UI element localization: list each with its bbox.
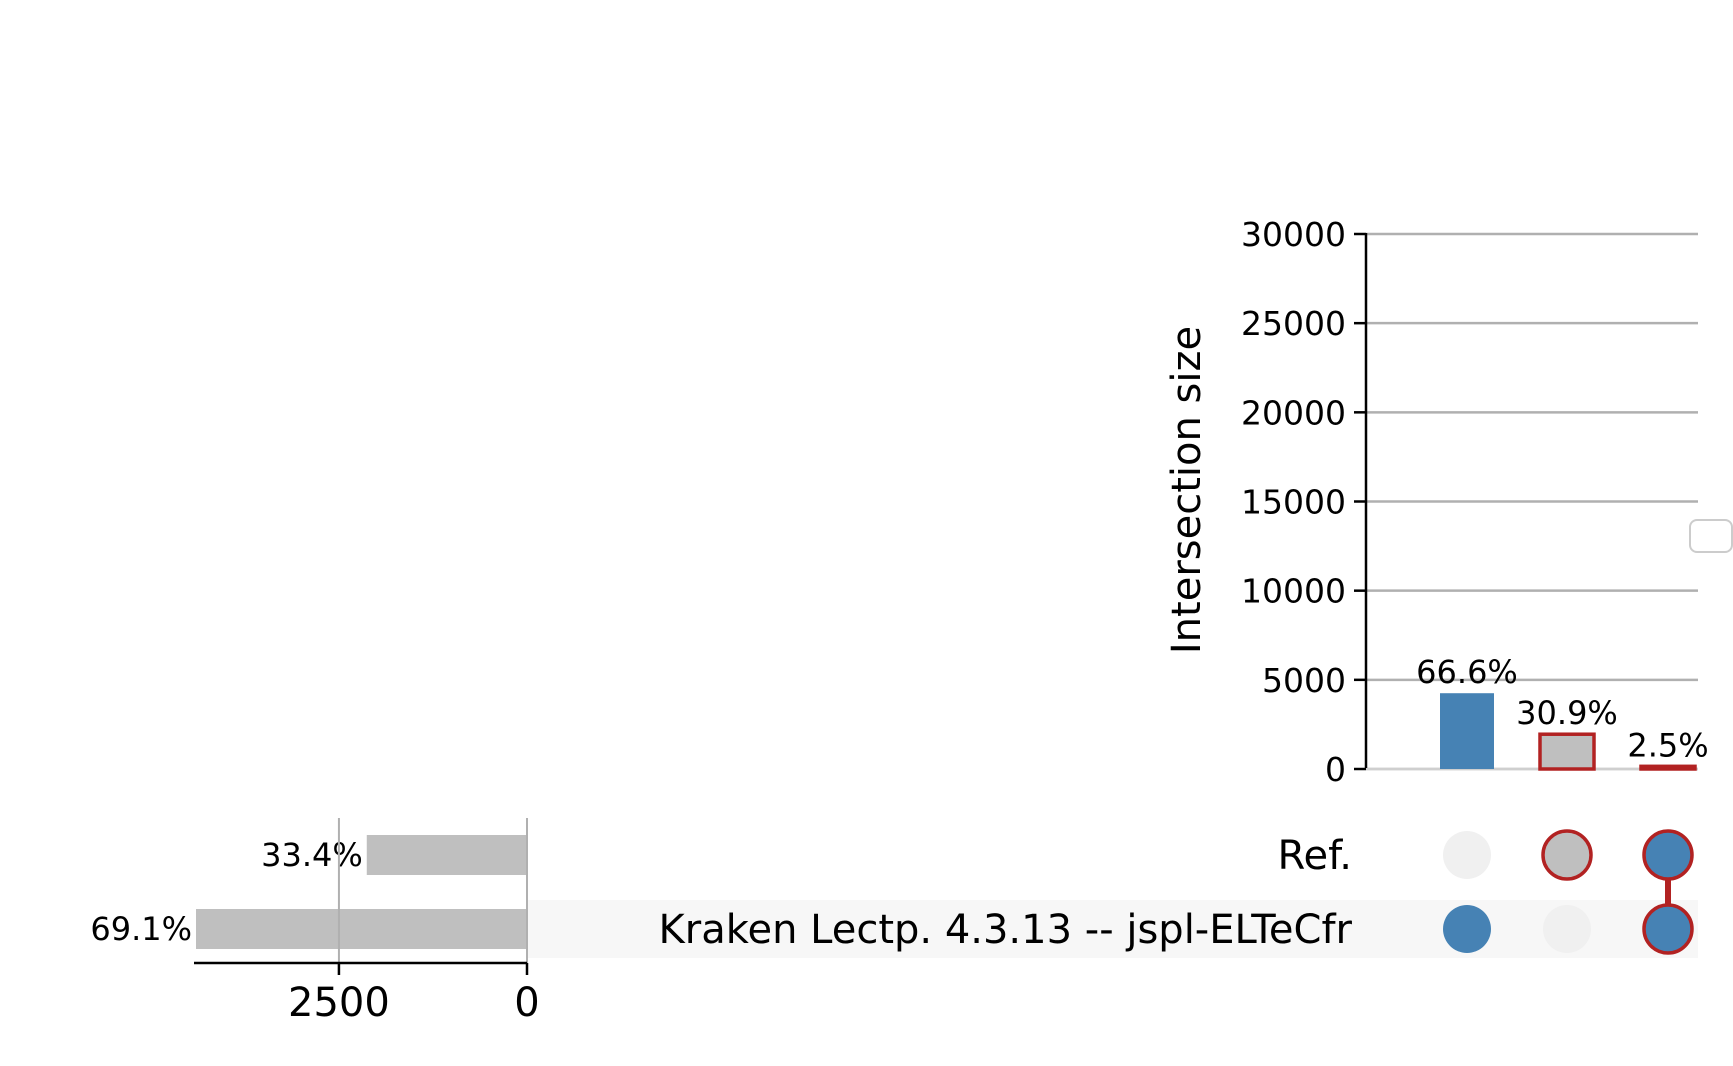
membership-matrix [1443,829,1694,955]
x-tick-label: 2500 [288,980,390,1026]
y-tick-label: 20000 [1241,393,1346,432]
set-name-labels: Ref. Kraken Lectp. 4.3.13 -- jspl-ELTeCfr [659,833,1353,953]
intersection-bars [1440,693,1697,771]
intersection-bar [1538,732,1596,771]
intersection-bar [1639,764,1697,771]
intersection-bar-label: 66.6% [1416,653,1518,691]
intersection-axis: 0 5000 10000 15000 20000 25000 30000 [1241,215,1698,789]
set-name-label: Kraken Lectp. 4.3.13 -- jspl-ELTeCfr [659,907,1353,953]
row-shade [527,900,1698,958]
intersection-ylabel: Intersection size [1164,326,1210,654]
y-tick-label: 25000 [1241,304,1346,343]
y-tick-label: 0 [1325,750,1346,789]
set-size-bar [366,835,527,875]
y-tick-label: 15000 [1241,483,1346,522]
legend-box [1689,519,1733,553]
row-shading [527,900,1698,958]
membership-dot-filled [1443,905,1491,953]
membership-dot-empty [1443,831,1491,879]
membership-dot-filled [1642,903,1694,955]
y-tick-label: 10000 [1241,572,1346,611]
membership-dot-empty [1543,905,1591,953]
intersection-bar-labels: 66.6%30.9%2.5% [1416,653,1708,764]
membership-dot-filled [1541,829,1593,881]
x-tick-label: 0 [514,980,539,1026]
set-size-axis: 2500 0 [194,818,540,1026]
intersection-bar-label: 30.9% [1516,694,1618,732]
y-tick-label: 5000 [1262,661,1346,700]
y-tick-label: 30000 [1241,215,1346,254]
set-name-label: Ref. [1278,833,1353,879]
set-size-bar [196,909,527,949]
set-size-label: 33.4% [261,836,363,874]
intersection-bar [1440,693,1494,769]
intersection-bar-label: 2.5% [1627,726,1708,764]
set-size-bars: 33.4% 69.1% [90,835,527,949]
set-size-label: 69.1% [90,910,192,948]
membership-dot-filled [1642,829,1694,881]
